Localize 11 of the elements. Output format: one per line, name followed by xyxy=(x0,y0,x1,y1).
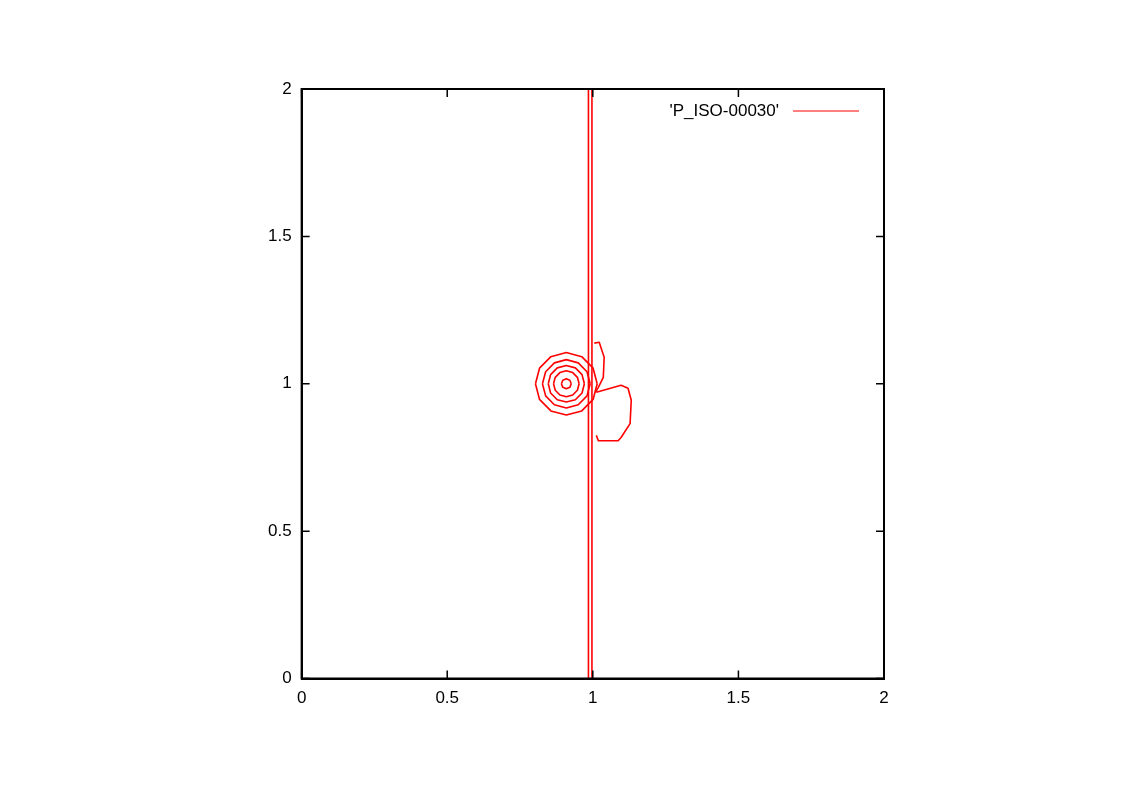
y-tick-label: 2 xyxy=(282,78,292,98)
y-tick-label: 1 xyxy=(282,373,292,393)
x-tick-label: 2 xyxy=(879,688,889,708)
legend-label: 'P_ISO-00030' xyxy=(669,100,779,120)
x-tick-label: 1.5 xyxy=(726,688,751,708)
y-tick-label: 0.5 xyxy=(267,520,292,540)
x-tick-label: 0.5 xyxy=(435,688,460,708)
x-tick-label: 1 xyxy=(588,688,598,708)
y-tick-label: 1.5 xyxy=(267,226,292,246)
y-tick-label: 0 xyxy=(282,668,292,688)
x-tick-label: 0 xyxy=(296,688,307,708)
